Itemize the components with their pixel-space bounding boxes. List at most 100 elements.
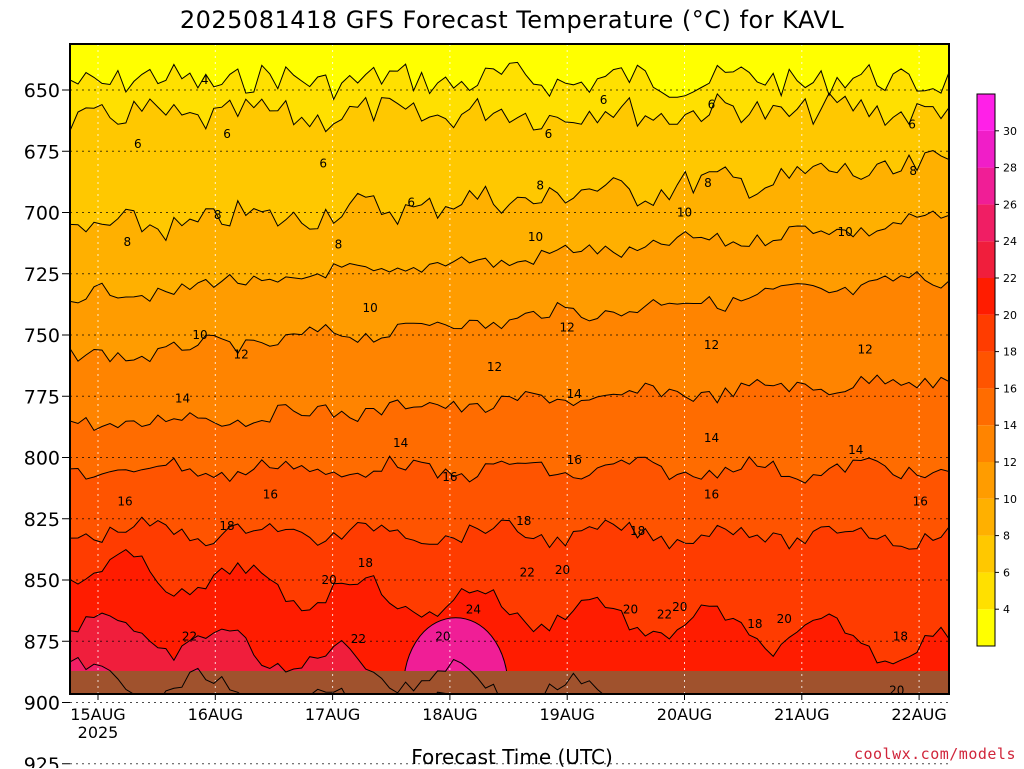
y-tick-label: 925 bbox=[24, 754, 60, 768]
colorbar-swatch bbox=[977, 572, 995, 610]
x-tick-label: 20AUG bbox=[657, 705, 712, 724]
y-tick-label: 900 bbox=[24, 693, 60, 715]
x-tick-label: 16AUG bbox=[188, 705, 243, 724]
isotherm-12 bbox=[70, 271, 949, 363]
contour-label: 12 bbox=[704, 338, 719, 352]
contour-label: 6 bbox=[407, 196, 415, 210]
colorbar-tick-label: 10 bbox=[1003, 493, 1017, 506]
contour-label: 20 bbox=[555, 563, 570, 577]
contour-label: 6 bbox=[319, 157, 327, 171]
x-axis: 15AUG 16AUG 17AUG 18AUG 19AUG 20AUG 21AUG 22AUG… bbox=[70, 694, 947, 742]
contour-label: 22 bbox=[182, 629, 197, 643]
contour-label: 18 bbox=[747, 617, 762, 631]
contour-label: 16 bbox=[704, 487, 719, 501]
contour-label: 12 bbox=[487, 360, 502, 374]
colorbar-tick-label: 30 bbox=[1003, 125, 1017, 138]
contour-label: 6 bbox=[545, 127, 553, 141]
isotherm-lines bbox=[70, 61, 949, 694]
contour-labels: 4 6 6 6 6 6 6 6 6 8 8 8 8 8 8 10 10 10 10 10 12 12 12 12 12 14 14 1… bbox=[117, 73, 928, 734]
contour-label: 10 bbox=[362, 301, 377, 315]
colorbar-legend: 4 6 8 10 12 14 16 18 20 22 24 26 28 30 bbox=[976, 93, 1017, 647]
contour-label: 8 bbox=[214, 208, 222, 222]
contour-label: 8 bbox=[536, 179, 544, 193]
contour-label: 10 bbox=[192, 328, 207, 342]
x-tick-label: 17AUG bbox=[305, 705, 360, 724]
isotherm-20 bbox=[70, 548, 949, 665]
contour-label: 10 bbox=[838, 225, 853, 239]
contour-label: 22 bbox=[351, 632, 366, 646]
x-tick-label: 15AUG bbox=[70, 705, 125, 724]
isotherm-14 bbox=[70, 374, 949, 432]
contour-label: 12 bbox=[233, 348, 248, 362]
colorbar-swatch bbox=[977, 94, 995, 131]
y-axis: 650 675 700 725 750 775 800 825 850 875 900 925 bbox=[24, 80, 70, 768]
contour-label: 12 bbox=[560, 321, 575, 335]
colorbar-swatch bbox=[977, 351, 995, 389]
colorbar-tick-label: 12 bbox=[1003, 456, 1017, 469]
contour-label: 22 bbox=[657, 607, 672, 621]
contour-label: 4 bbox=[201, 73, 209, 87]
x-tick-label: 21AUG bbox=[774, 705, 829, 724]
terrain-ground bbox=[70, 671, 949, 694]
colorbar-swatch bbox=[977, 130, 995, 168]
contour-label: 18 bbox=[893, 629, 908, 643]
contour-label: 16 bbox=[117, 495, 132, 509]
contour-label: 18 bbox=[219, 519, 234, 533]
source-credit: coolwx.com/models bbox=[853, 745, 1016, 763]
colorbar-tick-label: 28 bbox=[1003, 162, 1017, 175]
contour-label: 24 bbox=[466, 602, 481, 616]
colorbar-swatch bbox=[977, 462, 995, 499]
contour-label: 8 bbox=[124, 235, 132, 249]
isotherm-18 bbox=[70, 516, 949, 550]
contour-label: 6 bbox=[223, 127, 231, 141]
contour-label: 6 bbox=[134, 137, 142, 151]
contour-label: 6 bbox=[708, 98, 716, 112]
contour-label: 20 bbox=[321, 573, 336, 587]
colorbar-swatch bbox=[977, 425, 995, 462]
contour-label: 16 bbox=[263, 487, 278, 501]
x-year-label: 2025 bbox=[78, 723, 119, 742]
y-tick-label: 675 bbox=[24, 141, 60, 163]
colorbar-tick-label: 14 bbox=[1003, 419, 1017, 432]
contour-label: 20 bbox=[889, 683, 904, 697]
contour-label: 18 bbox=[358, 556, 373, 570]
contour-label: 6 bbox=[600, 93, 608, 107]
contour-label: 14 bbox=[175, 392, 190, 406]
isotherm-4 bbox=[70, 61, 949, 101]
colorbar-tick-label: 8 bbox=[1003, 530, 1010, 543]
colorbar-swatch bbox=[977, 535, 995, 573]
x-tick-label: 18AUG bbox=[422, 705, 477, 724]
contour-label: 10 bbox=[677, 206, 692, 220]
contour-label: 16 bbox=[567, 453, 582, 467]
ground-strip bbox=[70, 671, 949, 694]
colorbar-tick-label: 22 bbox=[1003, 272, 1017, 285]
contour-label: 20 bbox=[672, 600, 687, 614]
x-axis-title: Forecast Time (UTC) bbox=[411, 745, 613, 769]
contour-label: 6 bbox=[908, 117, 916, 131]
chart-title: 2025081418 GFS Forecast Temperature (°C)… bbox=[179, 6, 845, 34]
contour-label: 22 bbox=[757, 720, 772, 734]
isotherm-6 bbox=[70, 92, 949, 133]
y-tick-label: 825 bbox=[24, 509, 60, 531]
colorbar-swatch bbox=[977, 609, 995, 646]
contour-label: 22 bbox=[520, 566, 535, 580]
grid-lines bbox=[70, 44, 949, 765]
colorbar-tick-label: 26 bbox=[1003, 198, 1017, 211]
y-tick-label: 850 bbox=[24, 570, 60, 592]
x-tick-label: 22AUG bbox=[891, 705, 946, 724]
isotherm-24 bbox=[70, 656, 447, 694]
colorbar-swatch bbox=[977, 388, 995, 426]
contour-label: 14 bbox=[567, 387, 582, 401]
contour-label: 14 bbox=[393, 436, 408, 450]
colorbar-frame bbox=[976, 93, 996, 647]
colorbar-swatch bbox=[977, 204, 995, 242]
colorbar-tick-label: 18 bbox=[1003, 346, 1017, 359]
x-tick-label: 19AUG bbox=[539, 705, 594, 724]
y-tick-label: 650 bbox=[24, 80, 60, 102]
y-tick-label: 725 bbox=[24, 264, 60, 286]
isotherm-8 bbox=[70, 150, 949, 242]
contour-label: 12 bbox=[858, 343, 873, 357]
isotherm-16 bbox=[70, 455, 949, 484]
contour-label: 20 bbox=[623, 602, 638, 616]
